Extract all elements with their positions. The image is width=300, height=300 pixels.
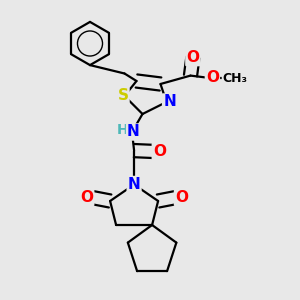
Text: O: O — [153, 144, 166, 159]
Text: N: N — [163, 94, 176, 110]
Text: O: O — [80, 190, 93, 205]
Text: N: N — [128, 177, 140, 192]
Text: CH₃: CH₃ — [223, 71, 248, 85]
Text: H: H — [117, 124, 128, 137]
Text: N: N — [127, 124, 140, 140]
Text: O: O — [175, 190, 188, 205]
Text: O: O — [206, 70, 219, 86]
Text: S: S — [118, 88, 128, 104]
Text: O: O — [186, 50, 200, 65]
